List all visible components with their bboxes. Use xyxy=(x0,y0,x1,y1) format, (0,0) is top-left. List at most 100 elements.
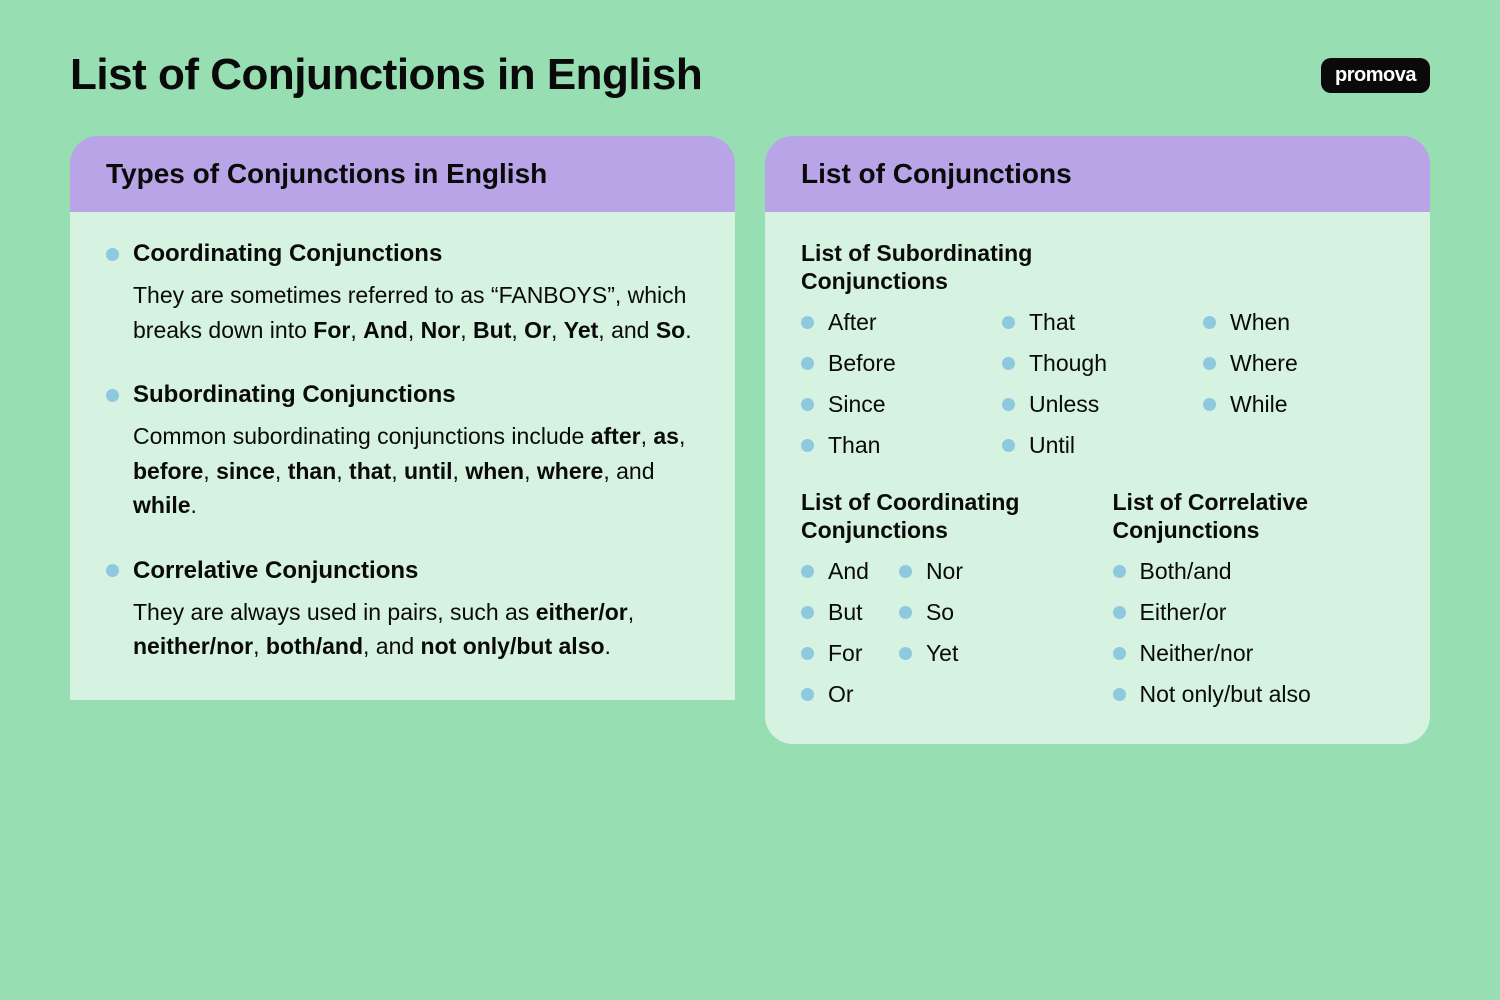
type-description: They are always used in pairs, such as e… xyxy=(106,595,699,664)
bullet-icon xyxy=(1002,398,1015,411)
coordinating-list: And Nor But So For Yet Or xyxy=(801,558,1083,708)
list-item-label: After xyxy=(828,309,877,336)
list-item-label: And xyxy=(828,558,869,585)
bullet-icon xyxy=(1113,647,1126,660)
list-item-label: Than xyxy=(828,432,880,459)
coordinating-column: List of CoordinatingConjunctions And Nor B… xyxy=(801,489,1083,708)
type-title: Coordinating Conjunctions xyxy=(133,240,442,268)
bullet-icon xyxy=(801,688,814,701)
list-panel: List of Conjunctions List of Subordinati… xyxy=(765,136,1430,744)
list-item-label: Unless xyxy=(1029,391,1099,418)
types-panel-header: Types of Conjunctions in English xyxy=(70,136,735,212)
list-item: Either/or xyxy=(1113,599,1395,626)
list-item: Neither/nor xyxy=(1113,640,1395,667)
list-item-label: But xyxy=(828,599,863,626)
bullet-icon xyxy=(801,357,814,370)
bullet-icon xyxy=(1113,565,1126,578)
bullet-icon xyxy=(1002,357,1015,370)
list-item: So xyxy=(899,599,963,626)
list-item: Both/and xyxy=(1113,558,1395,585)
type-block: Correlative Conjunctions They are always … xyxy=(106,557,699,664)
list-item-label: Until xyxy=(1029,432,1075,459)
list-item-label: Nor xyxy=(926,558,963,585)
type-description: They are sometimes referred to as “FANBO… xyxy=(106,278,699,347)
list-item: And xyxy=(801,558,869,585)
type-head: Correlative Conjunctions xyxy=(106,557,699,585)
list-item: Since xyxy=(801,391,992,418)
list-item: Though xyxy=(1002,350,1193,377)
list-panel-body: List of SubordinatingConjunctions After T… xyxy=(765,212,1430,744)
brand-logo: promova xyxy=(1321,58,1430,93)
list-item-label: While xyxy=(1230,391,1288,418)
list-item-label: So xyxy=(926,599,954,626)
list-item: But xyxy=(801,599,869,626)
type-title: Correlative Conjunctions xyxy=(133,557,418,585)
page-title: List of Conjunctions in English xyxy=(70,50,702,100)
bullet-icon xyxy=(1002,316,1015,329)
bottom-lists-row: List of CoordinatingConjunctions And Nor B… xyxy=(801,489,1394,708)
list-item: Not only/but also xyxy=(1113,681,1395,708)
types-panel: Types of Conjunctions in English Coordin… xyxy=(70,136,735,744)
list-item-label: Both/and xyxy=(1140,558,1232,585)
type-block: Coordinating Conjunctions They are someti… xyxy=(106,240,699,347)
list-item: When xyxy=(1203,309,1394,336)
bullet-icon xyxy=(106,248,119,261)
bullet-icon xyxy=(899,565,912,578)
subordinating-heading: List of SubordinatingConjunctions xyxy=(801,240,1394,295)
list-item: Unless xyxy=(1002,391,1193,418)
list-item: While xyxy=(1203,391,1394,418)
list-item-label: Not only/but also xyxy=(1140,681,1311,708)
bullet-icon xyxy=(1002,439,1015,452)
list-item-label: Or xyxy=(828,681,854,708)
bullet-icon xyxy=(1203,357,1216,370)
type-head: Subordinating Conjunctions xyxy=(106,381,699,409)
list-item-label: Since xyxy=(828,391,886,418)
type-title: Subordinating Conjunctions xyxy=(133,381,456,409)
list-item-label: For xyxy=(828,640,863,667)
panels-row: Types of Conjunctions in English Coordin… xyxy=(70,136,1430,744)
bullet-icon xyxy=(1203,316,1216,329)
list-item-label: Where xyxy=(1230,350,1298,377)
list-item-label: Yet xyxy=(926,640,958,667)
list-item: Until xyxy=(1002,432,1193,459)
list-item-label: Though xyxy=(1029,350,1107,377)
bullet-icon xyxy=(899,647,912,660)
list-item: For xyxy=(801,640,869,667)
list-item: Yet xyxy=(899,640,963,667)
page-header: List of Conjunctions in English promova xyxy=(70,50,1430,100)
list-item: Nor xyxy=(899,558,963,585)
list-item-label: When xyxy=(1230,309,1290,336)
correlative-heading: List of CorrelativeConjunctions xyxy=(1113,489,1395,544)
bullet-icon xyxy=(801,316,814,329)
list-item: After xyxy=(801,309,992,336)
subordinating-list: After That When Before Though Where Since Unles… xyxy=(801,309,1394,459)
list-item-label: That xyxy=(1029,309,1075,336)
list-item-label: Either/or xyxy=(1140,599,1227,626)
bullet-icon xyxy=(1113,688,1126,701)
type-head: Coordinating Conjunctions xyxy=(106,240,699,268)
bullet-icon xyxy=(801,439,814,452)
list-item-label: Before xyxy=(828,350,896,377)
correlative-list: Both/and Either/or Neither/nor Not only/but… xyxy=(1113,558,1395,708)
bullet-icon xyxy=(899,606,912,619)
bullet-icon xyxy=(801,398,814,411)
bullet-icon xyxy=(801,606,814,619)
list-item-label: Neither/nor xyxy=(1140,640,1254,667)
correlative-column: List of CorrelativeConjunctions Both/and… xyxy=(1113,489,1395,708)
bullet-icon xyxy=(801,565,814,578)
type-block: Subordinating Conjunctions Common subordi… xyxy=(106,381,699,523)
list-item: Than xyxy=(801,432,992,459)
list-item: That xyxy=(1002,309,1193,336)
bullet-icon xyxy=(106,564,119,577)
types-panel-body: Coordinating Conjunctions They are someti… xyxy=(70,212,735,700)
list-item: Before xyxy=(801,350,992,377)
bullet-icon xyxy=(1203,398,1216,411)
bullet-icon xyxy=(801,647,814,660)
bullet-icon xyxy=(1113,606,1126,619)
list-item: Where xyxy=(1203,350,1394,377)
bullet-icon xyxy=(106,389,119,402)
type-description: Common subordinating conjunctions includ… xyxy=(106,419,699,523)
list-panel-header: List of Conjunctions xyxy=(765,136,1430,212)
list-item: Or xyxy=(801,681,869,708)
coordinating-heading: List of CoordinatingConjunctions xyxy=(801,489,1083,544)
